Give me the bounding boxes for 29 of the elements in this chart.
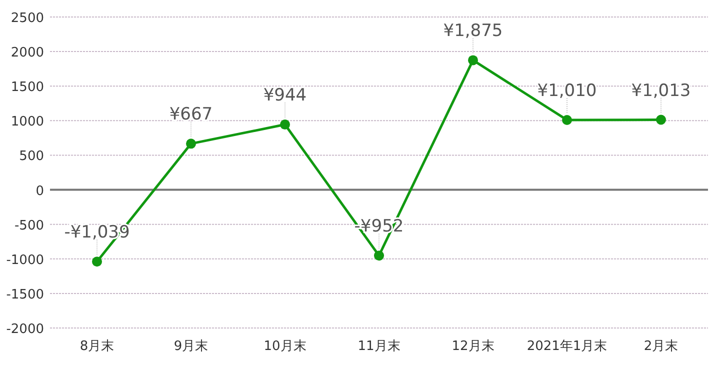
y-tick-label: -500 bbox=[14, 218, 44, 234]
x-tick-label: 11月末 bbox=[358, 339, 400, 354]
y-tick-label: 1000 bbox=[10, 114, 44, 130]
data-label: ¥944 bbox=[263, 86, 307, 106]
x-tick-label: 9月末 bbox=[174, 339, 208, 354]
x-tick-label: 2021年1月末 bbox=[526, 339, 608, 354]
y-tick-label: 1500 bbox=[10, 80, 44, 96]
point bbox=[562, 114, 572, 125]
y-tick-label: 500 bbox=[19, 149, 44, 164]
y-tick-label: -1500 bbox=[6, 287, 44, 302]
y-tick-label: 2500 bbox=[10, 11, 44, 26]
point bbox=[186, 138, 196, 149]
data-label: ¥667 bbox=[169, 104, 213, 125]
y-tick-label: -2000 bbox=[6, 322, 44, 337]
y-tick-label: -1000 bbox=[6, 252, 44, 268]
y-tick-label: 2000 bbox=[10, 46, 44, 61]
point bbox=[92, 256, 102, 267]
y-tick-label: 0 bbox=[36, 184, 44, 199]
x-tick-label: 2月末 bbox=[644, 339, 678, 354]
data-label: ¥1,875 bbox=[443, 21, 503, 42]
data-label: ¥1,013 bbox=[631, 80, 691, 101]
x-tick-label: 12月末 bbox=[452, 339, 494, 354]
x-tick-label: 10月末 bbox=[264, 339, 306, 354]
point bbox=[280, 120, 290, 130]
data-label: ¥1,010 bbox=[537, 80, 597, 101]
point bbox=[656, 114, 666, 125]
point bbox=[374, 250, 384, 261]
x-tick-label: 8月末 bbox=[80, 339, 114, 354]
point bbox=[468, 55, 478, 66]
